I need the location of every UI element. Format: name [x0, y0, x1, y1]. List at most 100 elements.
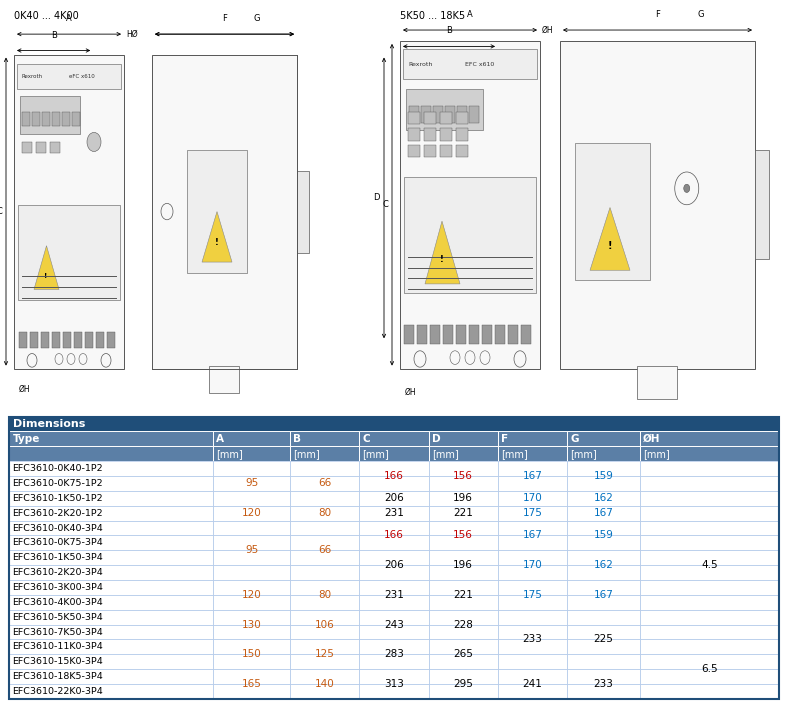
Bar [359, 550, 429, 566]
Text: 80: 80 [318, 590, 331, 600]
Text: [mm]: [mm] [432, 449, 459, 459]
Bar [359, 446, 429, 461]
Text: 225: 225 [593, 635, 614, 645]
Bar [17, 64, 121, 89]
Bar [404, 177, 536, 294]
Bar [214, 491, 290, 505]
Bar [19, 332, 27, 348]
Polygon shape [202, 212, 232, 262]
Bar [9, 535, 214, 550]
Bar [9, 684, 214, 699]
Bar [567, 476, 640, 491]
Text: 231: 231 [384, 508, 404, 518]
Bar [9, 491, 214, 505]
Circle shape [87, 133, 101, 152]
Bar [41, 332, 49, 348]
Text: 80: 80 [318, 508, 331, 518]
Text: EFC3610-0K75-1P2: EFC3610-0K75-1P2 [13, 479, 103, 488]
Bar [359, 476, 429, 491]
Text: 313: 313 [384, 679, 404, 689]
Bar [359, 669, 429, 684]
Text: 221: 221 [453, 508, 473, 518]
Text: EFC3610-18K5-3P4: EFC3610-18K5-3P4 [13, 672, 103, 681]
Text: [mm]: [mm] [501, 449, 528, 459]
Text: 120: 120 [242, 508, 262, 518]
Bar [214, 535, 290, 550]
Bar [560, 41, 755, 369]
Bar [469, 107, 479, 123]
Text: [mm]: [mm] [293, 449, 320, 459]
Bar [424, 128, 436, 140]
Text: [mm]: [mm] [571, 449, 597, 459]
Bar [640, 520, 779, 535]
Text: 95: 95 [245, 545, 258, 556]
Text: A: A [66, 14, 72, 23]
Bar [290, 431, 359, 446]
Bar [214, 520, 290, 535]
Text: G: G [697, 10, 704, 19]
Bar [359, 505, 429, 520]
Text: [mm]: [mm] [643, 449, 670, 459]
Text: 0K40 ... 4K00: 0K40 ... 4K00 [14, 11, 79, 21]
Bar [290, 461, 359, 476]
Bar [640, 476, 779, 491]
Bar [498, 535, 567, 550]
Bar [290, 476, 359, 491]
Text: 156: 156 [453, 471, 473, 481]
Text: ØH: ØH [542, 25, 554, 35]
Bar [32, 112, 40, 126]
Bar [62, 112, 70, 126]
Bar [640, 446, 779, 461]
Bar [209, 366, 239, 393]
Bar [498, 476, 567, 491]
Text: 167: 167 [593, 590, 614, 600]
Bar [30, 332, 38, 348]
Bar [290, 595, 359, 610]
Bar [429, 505, 498, 520]
Text: 4.5: 4.5 [701, 560, 718, 570]
Text: Rexroth: Rexroth [22, 74, 43, 79]
Bar [429, 625, 498, 640]
Text: 66: 66 [318, 545, 332, 556]
Bar [567, 654, 640, 669]
Bar [498, 446, 567, 461]
Bar [290, 505, 359, 520]
Bar [498, 461, 567, 476]
Text: A: A [217, 433, 225, 444]
Bar [9, 520, 214, 535]
Text: !: ! [44, 273, 47, 279]
Bar [359, 640, 429, 654]
Text: HØ: HØ [126, 30, 138, 39]
Text: EFC3610-22K0-3P4: EFC3610-22K0-3P4 [13, 687, 103, 696]
Bar [567, 446, 640, 461]
Bar [359, 654, 429, 669]
Bar [36, 142, 46, 153]
Bar [429, 535, 498, 550]
Bar [498, 431, 567, 446]
Bar [429, 550, 498, 566]
Bar [152, 54, 297, 369]
Bar [9, 580, 214, 595]
Polygon shape [590, 208, 630, 270]
Text: 175: 175 [522, 508, 542, 518]
Text: Rexroth: Rexroth [408, 61, 433, 66]
Bar [42, 112, 50, 126]
Bar [214, 446, 290, 461]
Bar [640, 654, 779, 669]
Bar [640, 505, 779, 520]
Text: F: F [222, 14, 227, 23]
Text: 167: 167 [593, 508, 614, 518]
Text: A: A [467, 10, 473, 19]
Bar [408, 128, 420, 140]
Text: 170: 170 [522, 560, 542, 570]
Text: 150: 150 [242, 650, 262, 659]
Bar [214, 431, 290, 446]
Bar [640, 580, 779, 595]
Bar [22, 142, 32, 153]
Bar [508, 325, 518, 344]
Bar [456, 128, 468, 140]
Bar [456, 325, 466, 344]
Text: 196: 196 [453, 493, 473, 503]
Bar [429, 566, 498, 580]
Bar [214, 640, 290, 654]
